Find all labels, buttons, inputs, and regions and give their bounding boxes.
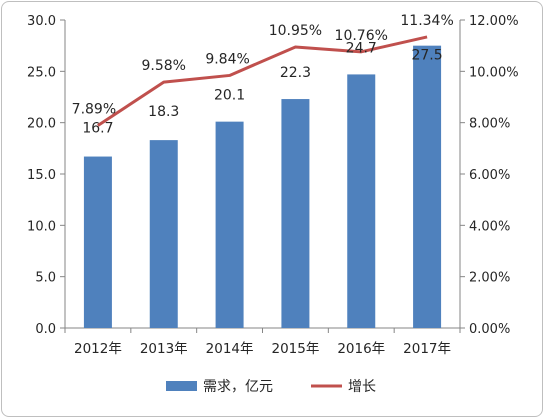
right-axis-tick-label: 6.00% xyxy=(469,168,510,183)
bar xyxy=(149,140,178,328)
x-axis-category-label: 2014年 xyxy=(206,341,254,357)
right-axis-tick-label: 2.00% xyxy=(469,271,510,286)
x-axis-category-label: 2016年 xyxy=(337,341,385,357)
legend-bar-swatch xyxy=(166,381,197,391)
bar xyxy=(281,99,310,328)
x-axis-category-label: 2015年 xyxy=(271,341,319,357)
right-axis-tick-label: 12.00% xyxy=(469,14,519,29)
line-data-label: 10.95% xyxy=(269,23,322,39)
x-axis-category-label: 2012年 xyxy=(74,341,122,357)
left-axis-tick-label: 20.0 xyxy=(27,117,56,132)
line-data-label: 10.76% xyxy=(335,28,388,44)
x-axis-category-label: 2013年 xyxy=(140,341,188,357)
bar xyxy=(413,45,442,329)
legend-line-label: 增长 xyxy=(348,379,376,395)
left-axis-tick-label: 25.0 xyxy=(27,65,56,80)
left-axis-tick-label: 30.0 xyxy=(27,14,56,29)
bar-data-label: 27.5 xyxy=(411,48,442,64)
left-axis-tick-label: 0.0 xyxy=(35,322,56,337)
bar xyxy=(215,121,244,328)
bar-data-label: 24.7 xyxy=(346,40,377,56)
right-axis-tick-label: 10.00% xyxy=(469,65,519,80)
x-axis-category-label: 2017年 xyxy=(403,341,451,357)
line-data-label: 9.58% xyxy=(142,58,186,74)
line-data-label: 7.89% xyxy=(72,101,116,117)
bar xyxy=(83,156,112,328)
growth-line xyxy=(97,35,428,127)
right-axis-tick-label: 8.00% xyxy=(469,117,510,132)
left-axis-tick-label: 5.0 xyxy=(35,271,56,286)
left-axis-tick-label: 15.0 xyxy=(27,168,56,183)
line-data-label: 11.34% xyxy=(400,13,453,29)
bar-data-label: 18.3 xyxy=(148,104,179,120)
right-axis-tick-label: 0.00% xyxy=(469,322,510,337)
legend-bar-label: 需求，亿元 xyxy=(203,379,273,395)
bar xyxy=(347,74,376,328)
bar-data-label: 16.7 xyxy=(82,121,113,137)
bar-data-label: 22.3 xyxy=(280,65,311,81)
line-data-label: 9.84% xyxy=(205,51,249,67)
bar-data-label: 20.1 xyxy=(214,88,245,104)
left-axis-tick-label: 10.0 xyxy=(27,219,56,234)
right-axis-tick-label: 4.00% xyxy=(469,219,510,234)
